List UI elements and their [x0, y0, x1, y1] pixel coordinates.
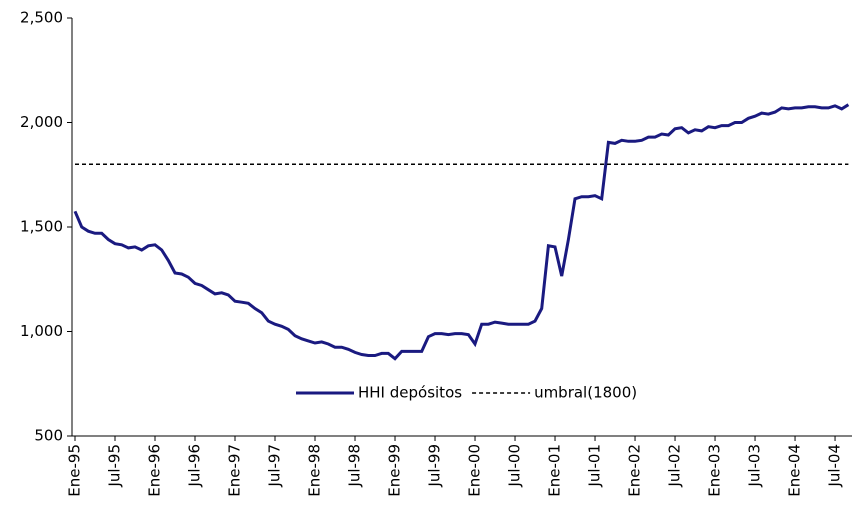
- x-tick-label: Ene-01: [546, 444, 564, 497]
- x-tick-label: Ene-03: [706, 444, 724, 497]
- y-tick-label: 500: [34, 427, 63, 445]
- x-tick-label: Jul-97: [266, 444, 284, 488]
- x-tick-label: Jul-02: [666, 444, 684, 488]
- x-tick-label: Jul-00: [506, 444, 524, 488]
- x-tick-label: Jul-99: [426, 444, 444, 488]
- x-tick-label: Ene-99: [386, 444, 404, 497]
- x-tick-label: Ene-98: [306, 444, 324, 497]
- x-tick-label: Ene-95: [66, 444, 84, 497]
- x-tick-label: Ene-96: [146, 444, 164, 497]
- y-tick-label: 1,500: [20, 218, 63, 236]
- x-tick-label: Jul-01: [586, 444, 604, 488]
- x-tick-label: Ene-97: [226, 444, 244, 497]
- x-tick-label: Jul-04: [826, 444, 844, 488]
- legend-label: HHI depósitos: [358, 384, 462, 402]
- x-tick-label: Ene-02: [626, 444, 644, 497]
- y-tick-label: 2,500: [20, 9, 63, 27]
- legend-label: umbral(1800): [534, 384, 637, 402]
- y-tick-label: 1,000: [20, 322, 63, 340]
- x-tick-label: Jul-95: [106, 444, 124, 488]
- y-tick-label: 2,000: [20, 113, 63, 131]
- x-tick-label: Ene-00: [466, 444, 484, 497]
- x-tick-label: Ene-04: [786, 444, 804, 497]
- x-tick-label: Jul-96: [186, 444, 204, 488]
- x-tick-label: Jul-03: [746, 444, 764, 488]
- x-tick-label: Jul-98: [346, 444, 364, 488]
- series-line: [73, 103, 850, 361]
